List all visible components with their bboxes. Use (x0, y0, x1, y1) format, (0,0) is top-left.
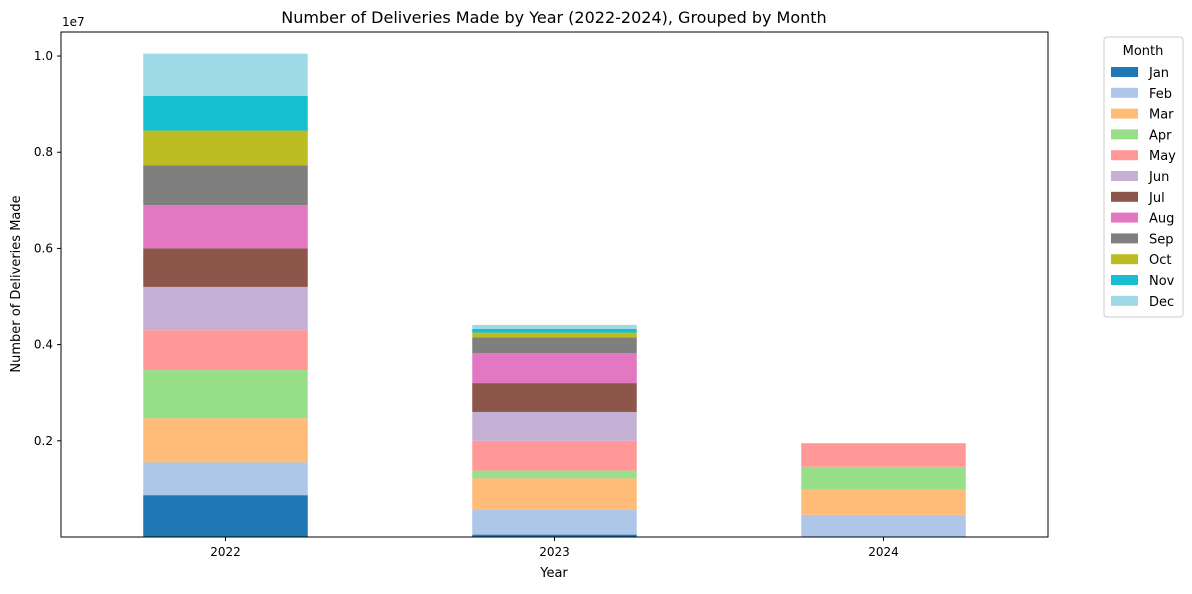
bar-2023-may (472, 440, 637, 471)
bar-2022-apr (143, 370, 308, 419)
y-axis-label: Number of Deliveries Made (9, 195, 24, 372)
legend-frame (1103, 36, 1184, 318)
bar-2024-may (801, 443, 966, 467)
bar-2023-mar (472, 478, 637, 511)
legend-swatch-feb (1111, 87, 1138, 98)
legend-swatch-aug (1111, 212, 1138, 223)
y-tick-label: 0.6 (34, 241, 53, 255)
bar-2022-nov (143, 95, 308, 131)
bar-2023-feb (472, 510, 637, 535)
bar-2023-aug (472, 353, 637, 384)
legend-label-aug: Aug (1149, 212, 1174, 227)
bar-2022-feb (143, 462, 308, 496)
bar-2023-jan (472, 534, 637, 537)
x-tick-label: 2024 (868, 545, 899, 559)
legend-label-oct: Oct (1149, 253, 1171, 268)
legend-label-may: May (1149, 149, 1176, 164)
bar-2023-nov (472, 328, 637, 333)
legend-label-apr: Apr (1149, 128, 1172, 143)
legend-swatch-jun (1111, 171, 1138, 181)
y-axis: 0.2 0.4 0.6 0.8 1.0 (34, 49, 61, 448)
y-tick-label: 0.8 (34, 145, 53, 159)
y-tick-label: 0.2 (34, 434, 53, 448)
legend-title: Month (1123, 44, 1164, 59)
bar-2023-oct (472, 332, 637, 338)
bar-2022-jul (143, 248, 308, 287)
bar-2024-feb (801, 514, 966, 537)
bar-2022-oct (143, 130, 308, 166)
bar-2023-apr (472, 470, 637, 479)
legend-swatch-may (1111, 150, 1138, 161)
legend-label-dec: Dec (1149, 295, 1174, 310)
legend-label-nov: Nov (1149, 274, 1175, 289)
bars-layer (143, 53, 966, 537)
legend-swatch-oct (1111, 254, 1138, 265)
x-axis-label: Year (539, 566, 568, 581)
legend-label-jan: Jan (1148, 66, 1169, 81)
legend-label-feb: Feb (1149, 87, 1172, 102)
y-offset-label: 1e7 (62, 15, 85, 29)
legend-label-mar: Mar (1149, 108, 1174, 123)
chart-title: Number of Deliveries Made by Year (2022-… (281, 8, 826, 27)
x-tick-label: 2022 (210, 545, 241, 559)
bar-2022-mar (143, 418, 308, 463)
bar-2024-apr (801, 466, 966, 490)
y-tick-label: 0.4 (34, 338, 53, 352)
bar-2024-mar (801, 489, 966, 515)
bar-2023-jun (472, 411, 637, 441)
legend-label-jun: Jun (1148, 170, 1169, 185)
bar-2022-aug (143, 205, 308, 249)
legend-swatch-dec (1111, 295, 1138, 306)
legend-swatch-jul (1111, 191, 1138, 202)
legend-label-jul: Jul (1148, 191, 1165, 206)
legend-swatch-jan (1111, 67, 1138, 77)
legend-swatch-apr (1111, 129, 1138, 140)
legend-swatch-nov (1111, 275, 1138, 285)
bar-2022-dec (143, 53, 308, 96)
bar-2022-may (143, 330, 308, 371)
bar-2022-jan (143, 495, 308, 537)
x-tick-label: 2023 (539, 545, 570, 559)
bar-2023-jul (472, 383, 637, 412)
legend-swatch-mar (1111, 108, 1138, 119)
bar-2022-jun (143, 286, 308, 331)
bar-2022-sep (143, 165, 308, 206)
bar-2023-sep (472, 337, 637, 354)
y-tick-label: 1.0 (34, 49, 53, 63)
legend-label-sep: Sep (1149, 232, 1174, 247)
legend: Month Jan Feb Mar Apr May Jun Jul Aug Sep Oct Nov D… (1103, 36, 1184, 318)
bar-2023-dec (472, 324, 637, 329)
x-axis: 2022 2023 2024 (210, 537, 899, 559)
legend-swatch-sep (1111, 233, 1138, 244)
